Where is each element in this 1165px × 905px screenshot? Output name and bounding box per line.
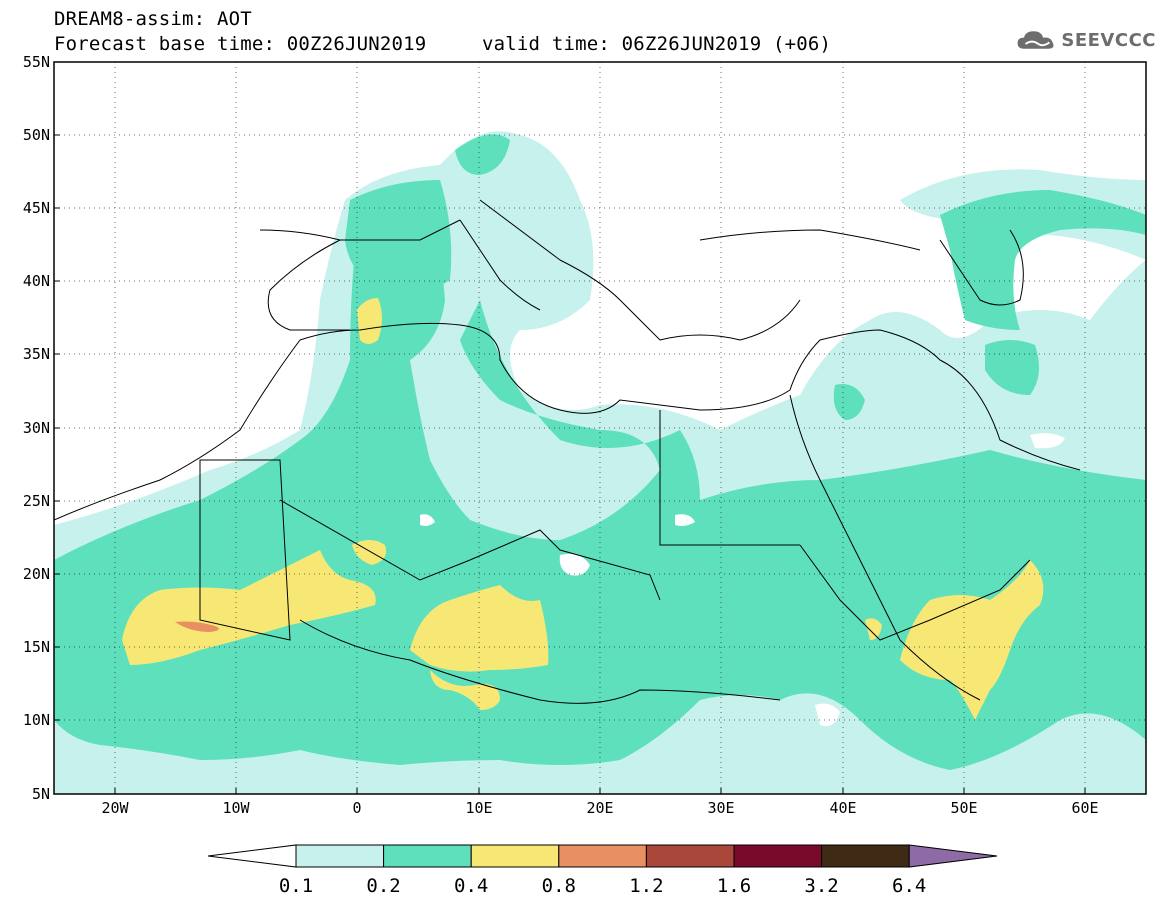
lon-label: 30E [707, 799, 734, 817]
low-aot-areas [420, 433, 1065, 727]
latitude-labels: 55N 50N 45N 40N 35N 30N 25N 20N 15N 10N … [23, 53, 50, 803]
seevccc-logo: SEEVCCC [1016, 22, 1156, 58]
colorbar-label: 1.6 [717, 875, 751, 897]
colorbar-label: 3.2 [804, 875, 838, 897]
colorbar-label: 0.8 [542, 875, 576, 897]
lat-label: 55N [23, 53, 50, 71]
lon-label: 40E [829, 799, 856, 817]
lat-label: 5N [32, 785, 50, 803]
lat-label: 10N [23, 711, 50, 729]
longitude-labels: 20W 10W 0 10E 20E 30E 40E 50E 60E [101, 799, 1098, 817]
lon-label: 60E [1071, 799, 1098, 817]
colorbar-swatch [733, 844, 823, 868]
cloud-icon [1017, 31, 1054, 49]
colorbar-swatch [295, 844, 385, 868]
gridlines [54, 62, 1146, 794]
colorbar-label: 6.4 [892, 875, 926, 897]
colorbar-swatch [558, 844, 647, 868]
colorbar [207, 844, 998, 868]
colorbar-swatch [821, 844, 910, 868]
lat-label: 45N [23, 199, 50, 217]
lon-label: 20W [101, 799, 129, 817]
map-title: DREAM8-assim: AOT [54, 8, 252, 30]
colorbar-high-arrow [908, 844, 998, 868]
axis-ticks [54, 134, 1086, 794]
logo-text: SEEVCCC [1061, 29, 1156, 51]
colorbar-label: 0.4 [454, 875, 488, 897]
lon-label: 10E [465, 799, 492, 817]
colorbar-label: 1.2 [629, 875, 663, 897]
colorbar-label: 0.2 [366, 875, 400, 897]
colorbar-swatch [383, 844, 472, 868]
colorbar-label: 0.1 [279, 875, 313, 897]
lon-label: 50E [950, 799, 977, 817]
colorbar-labels: 0.1 0.2 0.4 0.8 1.2 1.6 3.2 6.4 [279, 875, 927, 897]
lat-label: 25N [23, 492, 50, 510]
aot-level-0.8 [175, 621, 219, 632]
lon-label: 10W [222, 799, 250, 817]
colorbar-swatch [470, 844, 560, 868]
lat-label: 40N [23, 272, 50, 290]
lon-label: 0 [352, 799, 361, 817]
valid-time-text: valid time: 06Z26JUN2019 (+06) [482, 33, 832, 55]
colorbar-low-arrow [207, 844, 297, 868]
lat-label: 20N [23, 565, 50, 583]
lat-label: 35N [23, 345, 50, 363]
lat-label: 50N [23, 126, 50, 144]
coastlines [54, 199, 1081, 704]
base-time-text: Forecast base time: 00Z26JUN2019 [54, 33, 427, 55]
lat-label: 30N [23, 419, 50, 437]
lat-label: 15N [23, 638, 50, 656]
colorbar-swatch [645, 844, 735, 868]
forecast-base-time: Forecast base time: 00Z26JUN2019 valid ti… [54, 33, 831, 55]
lon-label: 20E [586, 799, 613, 817]
aot-level-0.4 [122, 298, 1044, 720]
